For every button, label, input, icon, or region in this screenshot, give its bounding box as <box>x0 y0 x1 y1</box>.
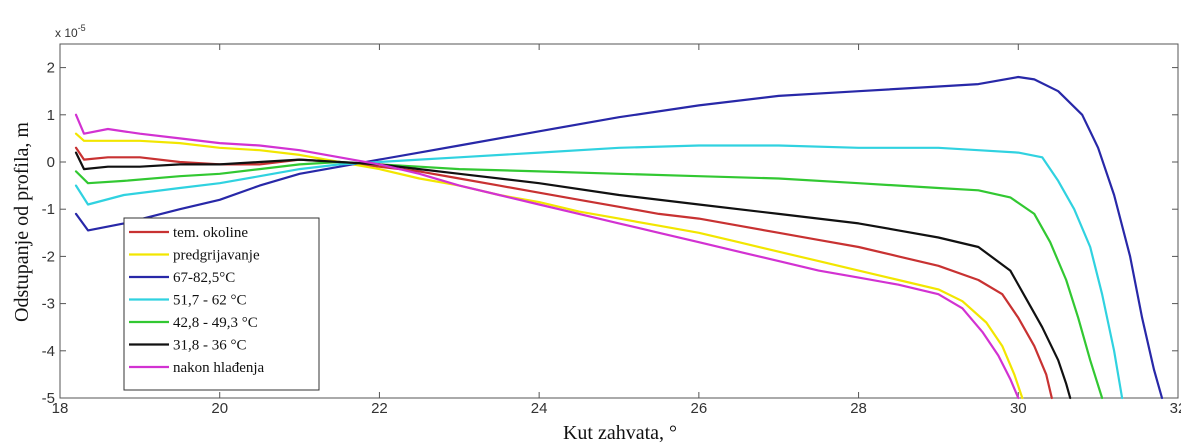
axis-ticks: 18 20 22 24 26 28 30 32 2 1 0 -1 -2 -3 -4 -5 <box>42 44 1181 417</box>
x-tick-label: 22 <box>371 400 388 417</box>
legend-label: 51,7 - 62 °C <box>173 293 247 309</box>
y-tick-label: -2 <box>42 248 55 265</box>
legend-label: predgrijavanje <box>173 248 260 264</box>
x-tick-label: 26 <box>691 400 708 417</box>
y-tick-label: -3 <box>42 296 55 313</box>
y-tick-label: 0 <box>47 154 55 171</box>
y-tick-label: -1 <box>42 201 55 218</box>
x-tick-label: 28 <box>850 400 867 417</box>
series-line-6 <box>74 151 1072 400</box>
x-axis-title: Kut zahvata, ° <box>563 422 677 444</box>
legend: tem. okoline predgrijavanje 67-82,5°C 51,7 … <box>123 217 320 391</box>
x-tick-label: 32 <box>1170 400 1181 417</box>
y-multiplier: x 10-5 <box>55 23 86 40</box>
y-tick-label: -5 <box>42 390 55 407</box>
series-line-2 <box>74 132 1024 400</box>
legend-label: nakon hlađenja <box>173 360 265 376</box>
series-lines <box>74 75 1164 400</box>
y-tick-label: -4 <box>42 343 55 360</box>
legend-label: tem. okoline <box>173 225 248 241</box>
series-line-7 <box>74 113 1020 400</box>
series-line-5 <box>74 160 1104 400</box>
y-tick-label: 2 <box>47 60 55 77</box>
y-tick-label: 1 <box>47 107 55 124</box>
x-tick-label: 20 <box>211 400 228 417</box>
legend-label: 31,8 - 36 °C <box>173 338 247 354</box>
y-multiplier-exponent: -5 <box>78 23 86 33</box>
x-tick-label: 18 <box>52 400 69 417</box>
x-tick-label: 30 <box>1010 400 1027 417</box>
x-tick-label: 24 <box>531 400 548 417</box>
y-multiplier-base: x 10 <box>55 26 78 40</box>
y-axis-title: Odstupanje od profila, m <box>11 122 33 322</box>
series-line-3 <box>74 75 1164 400</box>
legend-label: 42,8 - 49,3 °C <box>173 315 258 331</box>
legend-box <box>123 217 320 391</box>
legend-label: 67-82,5°C <box>173 270 235 286</box>
series-line-4 <box>74 144 1124 400</box>
